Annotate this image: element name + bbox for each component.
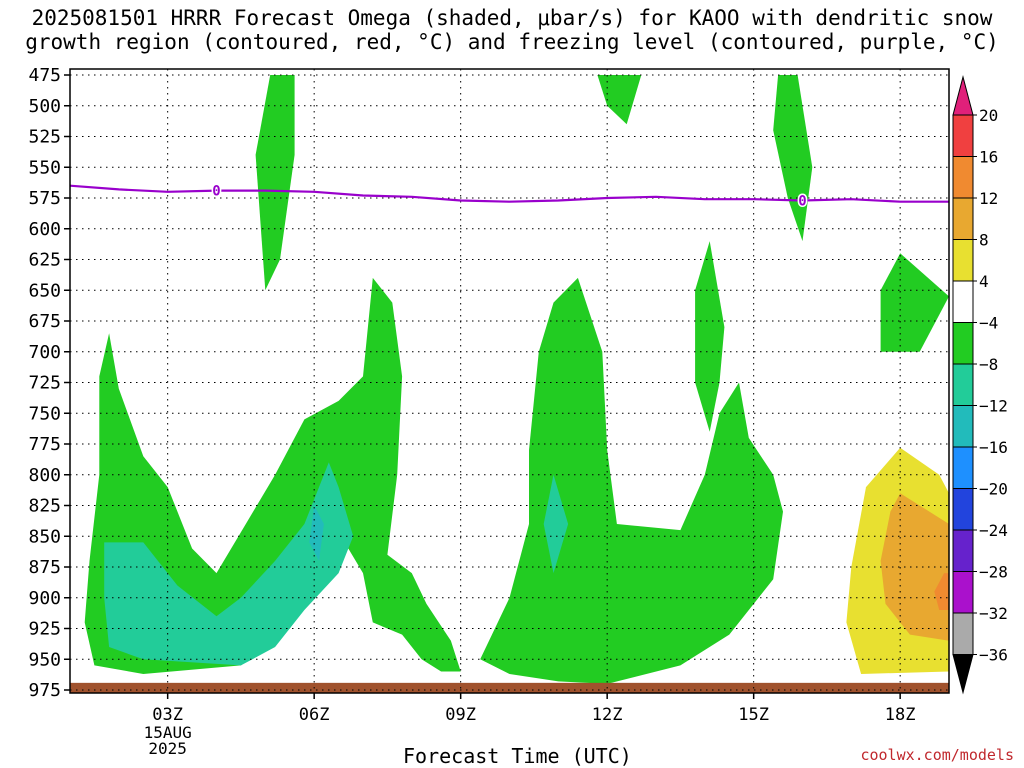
y-tick-label: 850 [28,526,61,547]
x-tick-label: 18Z [885,705,916,725]
y-tick-label: 950 [28,649,61,670]
colorbar-swatch [952,488,974,531]
colorbar-label: −36 [979,646,1008,665]
x-tick-label: 12Z [592,705,623,725]
colorbar-label: −24 [979,521,1008,540]
omega-shading [70,75,949,693]
colorbar-top-arrow [952,75,974,116]
omega-region-5 [597,75,642,125]
x-date-label: 15AUG [144,723,192,742]
omega-region-7 [104,462,354,666]
x-tick-label: 15Z [738,705,769,725]
omega-region-1 [480,277,783,684]
y-tick-label: 925 [28,619,61,640]
x-tick-label: 09Z [445,705,476,725]
colorbar-label: −32 [979,604,1008,623]
colorbar-label: −16 [979,438,1008,457]
colorbar-swatch [952,571,974,614]
x-tick-label: 06Z [299,705,330,725]
colorbar-swatch [952,239,974,282]
colorbar-swatch [952,114,974,157]
colorbar-swatch [952,405,974,448]
colorbar-swatch [952,529,974,572]
colorbar-swatch [952,612,974,655]
colorbar-label: −12 [979,397,1008,416]
y-tick-label: 900 [28,588,61,609]
colorbar-label: −20 [979,480,1008,499]
colorbar-label: −28 [979,563,1008,582]
y-tick-label: 475 [28,65,61,86]
colorbar-swatch [952,322,974,365]
y-tick-label: 775 [28,434,61,455]
grid-lines [70,69,949,693]
chart-title: 2025081501 HRRR Forecast Omega (shaded, … [25,6,999,54]
y-axis: 475 500 525 550 575 600 625 650 675 700 725 750 775 8… [28,65,70,701]
colorbar-swatch [952,446,974,489]
y-tick-label: 725 [28,373,61,394]
omega-region-9 [309,505,324,561]
positive-omega-region-1 [880,493,949,641]
omega-region-8 [543,474,569,574]
y-tick-label: 825 [28,496,61,517]
colorbar-label: 20 [979,106,998,125]
x-axis-label: Forecast Time (UTC) [403,744,632,768]
colorbar-label: 12 [979,189,998,208]
freezing-level-label: 0 [212,184,220,200]
freezing-level-line [70,184,949,203]
y-tick-label: 575 [28,188,61,209]
y-tick-label: 550 [28,157,61,178]
colorbar-label: −4 [979,314,998,333]
colorbar-swatch [952,363,974,406]
credit-text[interactable]: coolwx.com/models [860,746,1014,764]
omega-region-2 [695,241,725,432]
colorbar-bottom-arrow [952,654,974,695]
ground-strip [70,682,949,693]
omega-region-0 [84,277,461,674]
colorbar-label: 4 [979,272,989,291]
omega-region-4 [255,75,295,291]
x-date-label: 2025 [148,739,187,758]
colorbar-swatch [952,156,974,199]
y-tick-label: 500 [28,96,61,117]
colorbar: 20 16 12 8 4 −4 −8 −12 −16 −20 −24 −28 −32 −36 [952,75,1008,695]
y-tick-label: 875 [28,557,61,578]
colorbar-swatch [952,280,974,323]
colorbar-swatch [952,197,974,240]
colorbar-label: −8 [979,355,998,374]
plot-frame [69,68,950,694]
y-tick-label: 625 [28,250,61,271]
y-tick-label: 525 [28,127,61,148]
y-tick-label: 700 [28,342,61,363]
y-tick-label: 750 [28,403,61,424]
colorbar-label: 8 [979,231,989,250]
y-tick-label: 975 [28,680,61,701]
freezing-level-contour: 00 [70,182,949,211]
y-tick-label: 800 [28,465,61,486]
y-tick-label: 675 [28,311,61,332]
omega-region-3 [880,253,949,352]
y-tick-label: 600 [28,219,61,240]
y-tick-label: 650 [28,280,61,301]
freezing-level-label: 0 [798,193,806,209]
colorbar-label: 16 [979,148,998,167]
x-tick-label: 03Z [152,705,183,725]
positive-omega-region-2 [934,573,949,610]
